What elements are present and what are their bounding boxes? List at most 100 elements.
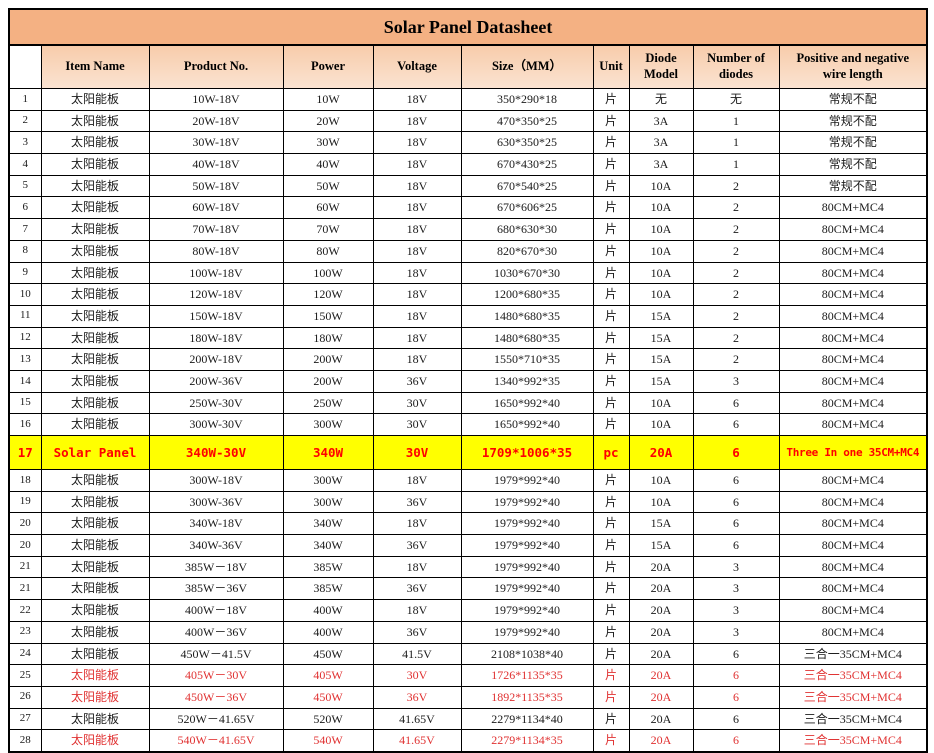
cell-unit: pc bbox=[592, 435, 630, 470]
cell-item: 太阳能板 bbox=[40, 469, 150, 492]
cell-item: 太阳能板 bbox=[40, 369, 150, 393]
cell-wire: 80CM+MC4 bbox=[778, 469, 928, 492]
cell-power: 300W bbox=[282, 469, 374, 492]
cell-diode: 10A bbox=[628, 239, 694, 263]
cell-power: 340W bbox=[282, 435, 374, 470]
cell-unit: 片 bbox=[592, 239, 630, 263]
cell-diode: 15A bbox=[628, 512, 694, 536]
cell-item: 太阳能板 bbox=[40, 729, 150, 753]
table-row: 4 太阳能板 40W-18V 40W 18V 670*430*25 片 3A 1 常规不配 bbox=[8, 153, 928, 176]
cell-diode: 20A bbox=[628, 599, 694, 622]
cell-wire: 80CM+MC4 bbox=[778, 239, 928, 263]
cell-unit: 片 bbox=[592, 88, 630, 111]
cell-diode: 20A bbox=[628, 555, 694, 579]
cell-power: 120W bbox=[282, 283, 374, 306]
cell-diode: 20A bbox=[628, 664, 694, 687]
cell-count: 无 bbox=[692, 88, 780, 111]
cell-count: 2 bbox=[692, 196, 780, 220]
cell-no: 16 bbox=[8, 413, 42, 436]
cell-diode: 15A bbox=[628, 304, 694, 328]
cell-power: 40W bbox=[282, 153, 374, 176]
cell-size: 1340*992*35 bbox=[460, 369, 594, 393]
cell-size: 1979*992*40 bbox=[460, 490, 594, 514]
cell-count: 2 bbox=[692, 261, 780, 285]
cell-wire: 80CM+MC4 bbox=[778, 555, 928, 579]
cell-size: 670*606*25 bbox=[460, 196, 594, 220]
cell-item: 太阳能板 bbox=[40, 109, 150, 133]
cell-wire: 80CM+MC4 bbox=[778, 413, 928, 436]
cell-diode: 15A bbox=[628, 348, 694, 371]
cell-voltage: 30V bbox=[372, 413, 462, 436]
cell-no: 4 bbox=[8, 153, 42, 176]
cell-product: 405W－30V bbox=[148, 664, 284, 687]
cell-voltage: 18V bbox=[372, 555, 462, 579]
cell-voltage: 18V bbox=[372, 304, 462, 328]
cell-product: 150W-18V bbox=[148, 304, 284, 328]
cell-diode: 20A bbox=[628, 729, 694, 753]
column-header-wire-length: Positive and negative wire length bbox=[778, 44, 928, 89]
column-header-item-name: Item Name bbox=[40, 44, 150, 89]
cell-size: 1030*670*30 bbox=[460, 261, 594, 285]
cell-item: 太阳能板 bbox=[40, 620, 150, 644]
cell-count: 2 bbox=[692, 304, 780, 328]
cell-diode: 10A bbox=[628, 196, 694, 220]
cell-size: 1650*992*40 bbox=[460, 413, 594, 436]
cell-product: 200W-18V bbox=[148, 348, 284, 371]
cell-diode: 10A bbox=[628, 218, 694, 241]
table-row: 8 太阳能板 80W-18V 80W 18V 820*670*30 片 10A 2 80CM+MC… bbox=[8, 239, 928, 263]
cell-item: 太阳能板 bbox=[40, 196, 150, 220]
cell-wire: 80CM+MC4 bbox=[778, 534, 928, 557]
cell-product: 100W-18V bbox=[148, 261, 284, 285]
cell-power: 80W bbox=[282, 239, 374, 263]
cell-power: 405W bbox=[282, 664, 374, 687]
cell-unit: 片 bbox=[592, 304, 630, 328]
table-row: 12 太阳能板 180W-18V 180W 18V 1480*680*35 片 15A 2 80C… bbox=[8, 326, 928, 350]
cell-count: 2 bbox=[692, 239, 780, 263]
cell-item: 太阳能板 bbox=[40, 512, 150, 536]
table-row: 10 太阳能板 120W-18V 120W 18V 1200*680*35 片 10A 2 80C… bbox=[8, 283, 928, 306]
table-row: 6 太阳能板 60W-18V 60W 18V 670*606*25 片 10A 2 80CM+MC… bbox=[8, 196, 928, 220]
cell-unit: 片 bbox=[592, 620, 630, 644]
cell-count: 6 bbox=[692, 534, 780, 557]
cell-no: 6 bbox=[8, 196, 42, 220]
table-row: 9 太阳能板 100W-18V 100W 18V 1030*670*30 片 10A 2 80CM… bbox=[8, 261, 928, 285]
cell-wire: 80CM+MC4 bbox=[778, 283, 928, 306]
cell-count: 6 bbox=[692, 469, 780, 492]
column-header-row: Item Name Product No. Power Voltage Size… bbox=[8, 44, 928, 89]
cell-power: 20W bbox=[282, 109, 374, 133]
table-body: 1 太阳能板 10W-18V 10W 18V 350*290*18 片无无常规不配 2 太阳能板… bbox=[8, 88, 928, 753]
cell-item: 太阳能板 bbox=[40, 555, 150, 579]
table-row: 20 太阳能板 340W-36V 340W 36V 1979*992*40 片 15A 6 80C… bbox=[8, 534, 928, 557]
cell-item: 太阳能板 bbox=[40, 642, 150, 666]
cell-item: 太阳能板 bbox=[40, 326, 150, 350]
cell-diode: 20A bbox=[628, 642, 694, 666]
cell-diode: 3A bbox=[628, 109, 694, 133]
cell-power: 30W bbox=[282, 131, 374, 155]
cell-diode: 20A bbox=[628, 685, 694, 709]
cell-item: 太阳能板 bbox=[40, 174, 150, 198]
table-row: 25 太阳能板 405W－30V 405W 30V 1726*1135*35 片 20A 6 三合… bbox=[8, 664, 928, 687]
cell-count: 3 bbox=[692, 620, 780, 644]
cell-voltage: 18V bbox=[372, 174, 462, 198]
cell-voltage: 18V bbox=[372, 88, 462, 111]
cell-size: 1480*680*35 bbox=[460, 326, 594, 350]
cell-item: 太阳能板 bbox=[40, 707, 150, 731]
cell-wire: 80CM+MC4 bbox=[778, 196, 928, 220]
cell-unit: 片 bbox=[592, 512, 630, 536]
cell-wire: 三合一35CM+MC4 bbox=[778, 664, 928, 687]
cell-voltage: 30V bbox=[372, 391, 462, 415]
cell-no: 27 bbox=[8, 707, 42, 731]
cell-unit: 片 bbox=[592, 642, 630, 666]
cell-diode: 20A bbox=[628, 577, 694, 601]
cell-voltage: 36V bbox=[372, 369, 462, 393]
cell-size: 2279*1134*35 bbox=[460, 729, 594, 753]
cell-power: 450W bbox=[282, 685, 374, 709]
cell-item: 太阳能板 bbox=[40, 685, 150, 709]
cell-wire: 常规不配 bbox=[778, 174, 928, 198]
cell-product: 540W－41.65V bbox=[148, 729, 284, 753]
column-header-size: Size（MM） bbox=[460, 44, 594, 89]
cell-unit: 片 bbox=[592, 599, 630, 622]
cell-size: 2279*1134*40 bbox=[460, 707, 594, 731]
cell-no: 24 bbox=[8, 642, 42, 666]
cell-diode: 20A bbox=[628, 707, 694, 731]
